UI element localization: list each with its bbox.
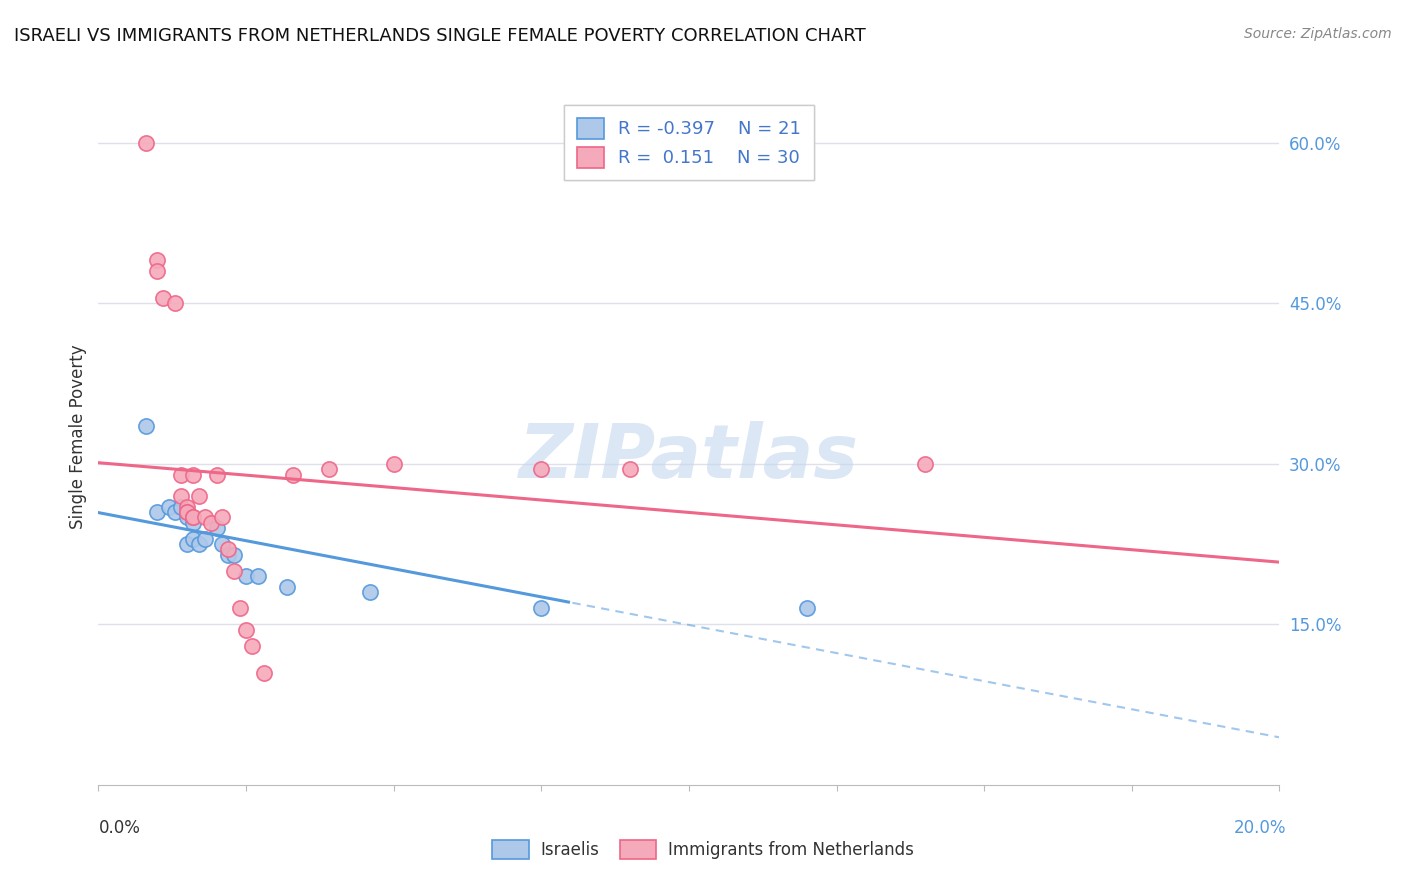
Point — [181, 510, 204, 524]
Point — [194, 510, 217, 524]
Point — [359, 585, 381, 599]
Point — [176, 505, 198, 519]
Point — [176, 500, 198, 514]
Point — [165, 296, 187, 310]
Point — [187, 489, 209, 503]
Point — [235, 623, 257, 637]
Point — [224, 564, 246, 578]
Point — [224, 548, 246, 562]
Point — [211, 510, 233, 524]
Point — [229, 601, 252, 615]
Point — [914, 457, 936, 471]
Point — [205, 467, 228, 482]
Point — [170, 489, 193, 503]
Point — [530, 601, 553, 615]
Point — [530, 462, 553, 476]
Point — [135, 136, 157, 150]
Point — [187, 537, 209, 551]
Point — [253, 665, 276, 680]
Point — [796, 601, 818, 615]
Legend: Israelis, Immigrants from Netherlands: Israelis, Immigrants from Netherlands — [485, 834, 921, 866]
Point — [146, 253, 169, 268]
Legend: R = -0.397    N = 21, R =  0.151    N = 30: R = -0.397 N = 21, R = 0.151 N = 30 — [564, 105, 814, 180]
Text: ISRAELI VS IMMIGRANTS FROM NETHERLANDS SINGLE FEMALE POVERTY CORRELATION CHART: ISRAELI VS IMMIGRANTS FROM NETHERLANDS S… — [14, 27, 866, 45]
Point — [205, 521, 228, 535]
Point — [170, 467, 193, 482]
Point — [235, 569, 257, 583]
Text: ZIPatlas: ZIPatlas — [519, 421, 859, 494]
Text: Source: ZipAtlas.com: Source: ZipAtlas.com — [1244, 27, 1392, 41]
Point — [157, 500, 180, 514]
Point — [619, 462, 641, 476]
Point — [211, 537, 233, 551]
Point — [217, 542, 239, 557]
Point — [194, 532, 217, 546]
Text: 20.0%: 20.0% — [1234, 819, 1286, 837]
Point — [246, 569, 269, 583]
Point — [176, 537, 198, 551]
Point — [217, 548, 239, 562]
Point — [181, 516, 204, 530]
Point — [181, 467, 204, 482]
Y-axis label: Single Female Poverty: Single Female Poverty — [69, 345, 87, 529]
Point — [240, 639, 263, 653]
Point — [276, 580, 298, 594]
Point — [382, 457, 405, 471]
Point — [165, 505, 187, 519]
Point — [146, 264, 169, 278]
Point — [170, 500, 193, 514]
Point — [181, 532, 204, 546]
Text: 0.0%: 0.0% — [98, 819, 141, 837]
Point — [176, 510, 198, 524]
Point — [318, 462, 340, 476]
Point — [176, 505, 198, 519]
Point — [181, 510, 204, 524]
Point — [283, 467, 305, 482]
Point — [135, 419, 157, 434]
Point — [200, 516, 222, 530]
Point — [146, 505, 169, 519]
Point — [152, 291, 174, 305]
